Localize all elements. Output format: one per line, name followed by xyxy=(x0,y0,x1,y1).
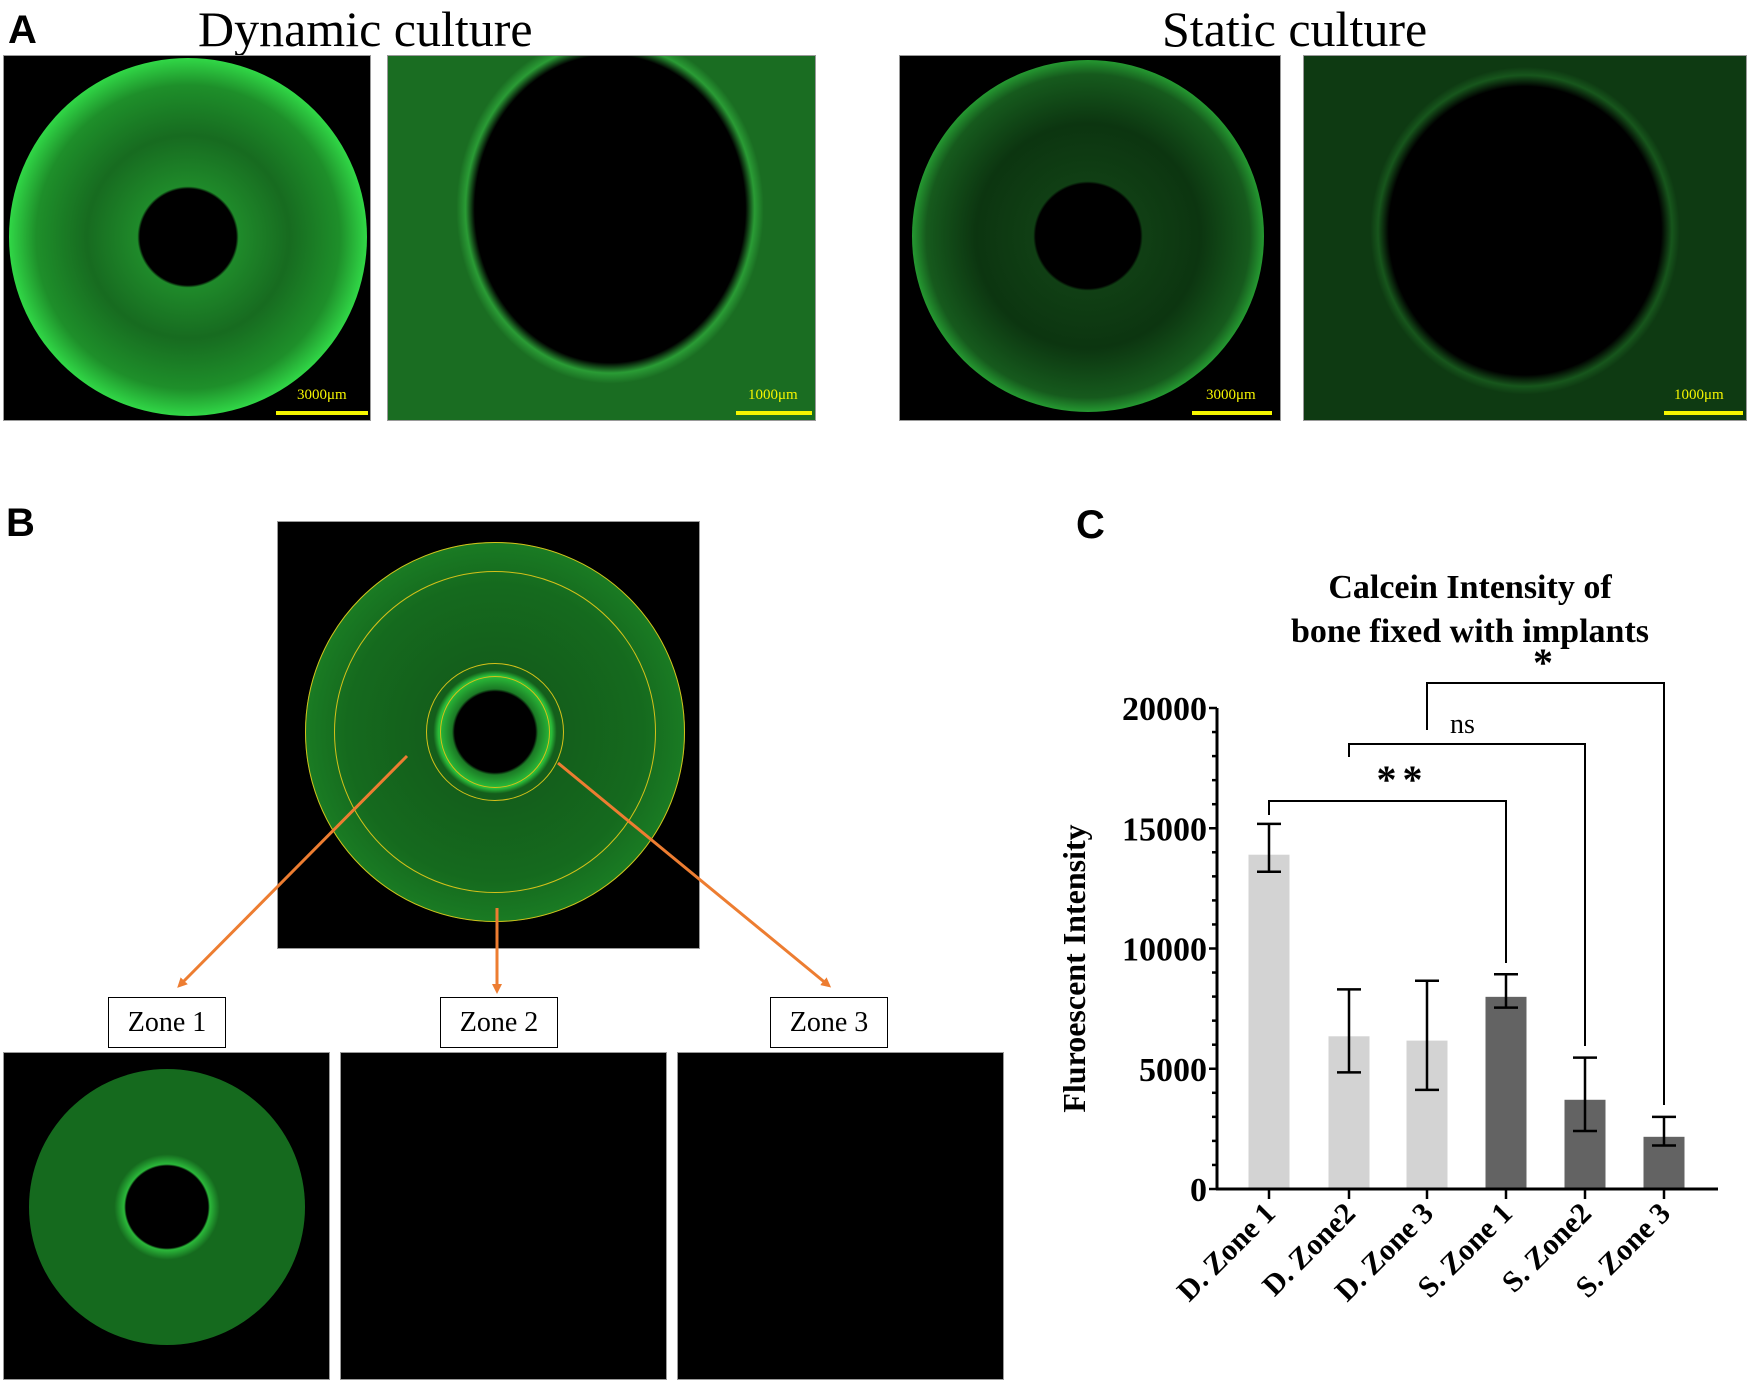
significance-bracket xyxy=(1348,743,1586,1046)
y-tick-label: 15000 xyxy=(1122,811,1207,848)
y-tick-label: 10000 xyxy=(1122,932,1207,969)
zone-1-image xyxy=(3,1052,330,1380)
panel-b-label: B xyxy=(6,501,35,545)
scale-label: 3000μm xyxy=(1206,387,1256,403)
zone-2-image xyxy=(340,1052,667,1380)
zone-3-ring xyxy=(794,1157,890,1257)
arrow-zone-3 xyxy=(557,761,832,988)
dynamic-culture-title: Dynamic culture xyxy=(198,1,533,57)
scale-label: 3000μm xyxy=(297,387,347,403)
zone-2-label: Zone 2 xyxy=(440,997,558,1048)
bar-1 xyxy=(1248,854,1290,1189)
scale-bar xyxy=(736,411,812,415)
scale-label: 1000μm xyxy=(748,387,798,403)
static-whole-image: 3000μm xyxy=(899,55,1281,421)
significance-label: ns xyxy=(1450,709,1475,740)
significance-label: ** xyxy=(1377,757,1429,802)
arrow-zone-1 xyxy=(177,754,409,988)
static-culture-title: Static culture xyxy=(1162,1,1428,57)
zoned-scaffold-image xyxy=(277,521,700,949)
zone-2-ring xyxy=(366,1069,642,1345)
chart-title-line-2: bone fixed with implants xyxy=(1291,613,1649,650)
bar-4 xyxy=(1485,996,1527,1189)
y-axis-label: Fluroescent Intensity xyxy=(1056,824,1092,1112)
y-tick-label: 20000 xyxy=(1122,691,1207,728)
y-tick-label: 5000 xyxy=(1139,1052,1207,1089)
x-tick-label: D. Zone 1 xyxy=(1171,1197,1282,1308)
zone-middle-circle xyxy=(334,571,656,893)
chart-title: Calcein Intensity of bone fixed with imp… xyxy=(1210,566,1730,654)
static-zoom-image: 1000μm xyxy=(1303,55,1747,421)
chart-title-line-1: Calcein Intensity of xyxy=(1328,569,1612,606)
zone-inner-circle xyxy=(426,663,564,801)
scale-bar xyxy=(276,411,368,415)
scale-bar xyxy=(1192,411,1272,415)
bone-ring xyxy=(912,60,1264,412)
dynamic-whole-image: 3000μm xyxy=(3,55,371,421)
panel-c-label: C xyxy=(1076,503,1105,547)
y-tick-label: 0 xyxy=(1190,1172,1207,1209)
zone-1-ring xyxy=(29,1069,305,1345)
zone-outer-circle xyxy=(305,542,685,922)
dynamic-zoom-image: 1000μm xyxy=(387,55,816,421)
implant-hole-circle xyxy=(440,676,550,788)
scale-label: 1000μm xyxy=(1674,387,1724,403)
significance-bracket xyxy=(1426,682,1665,1105)
scale-bar xyxy=(1664,411,1743,415)
zone-3-label: Zone 3 xyxy=(770,997,888,1048)
panel-a-label: A xyxy=(8,8,37,52)
significance-bracket xyxy=(1268,800,1507,963)
significance-label: * xyxy=(1533,640,1559,685)
bone-ring xyxy=(9,58,367,416)
zone-3-image xyxy=(677,1052,1004,1380)
zone-arrows xyxy=(177,754,832,994)
zone-1-label: Zone 1 xyxy=(108,997,226,1048)
